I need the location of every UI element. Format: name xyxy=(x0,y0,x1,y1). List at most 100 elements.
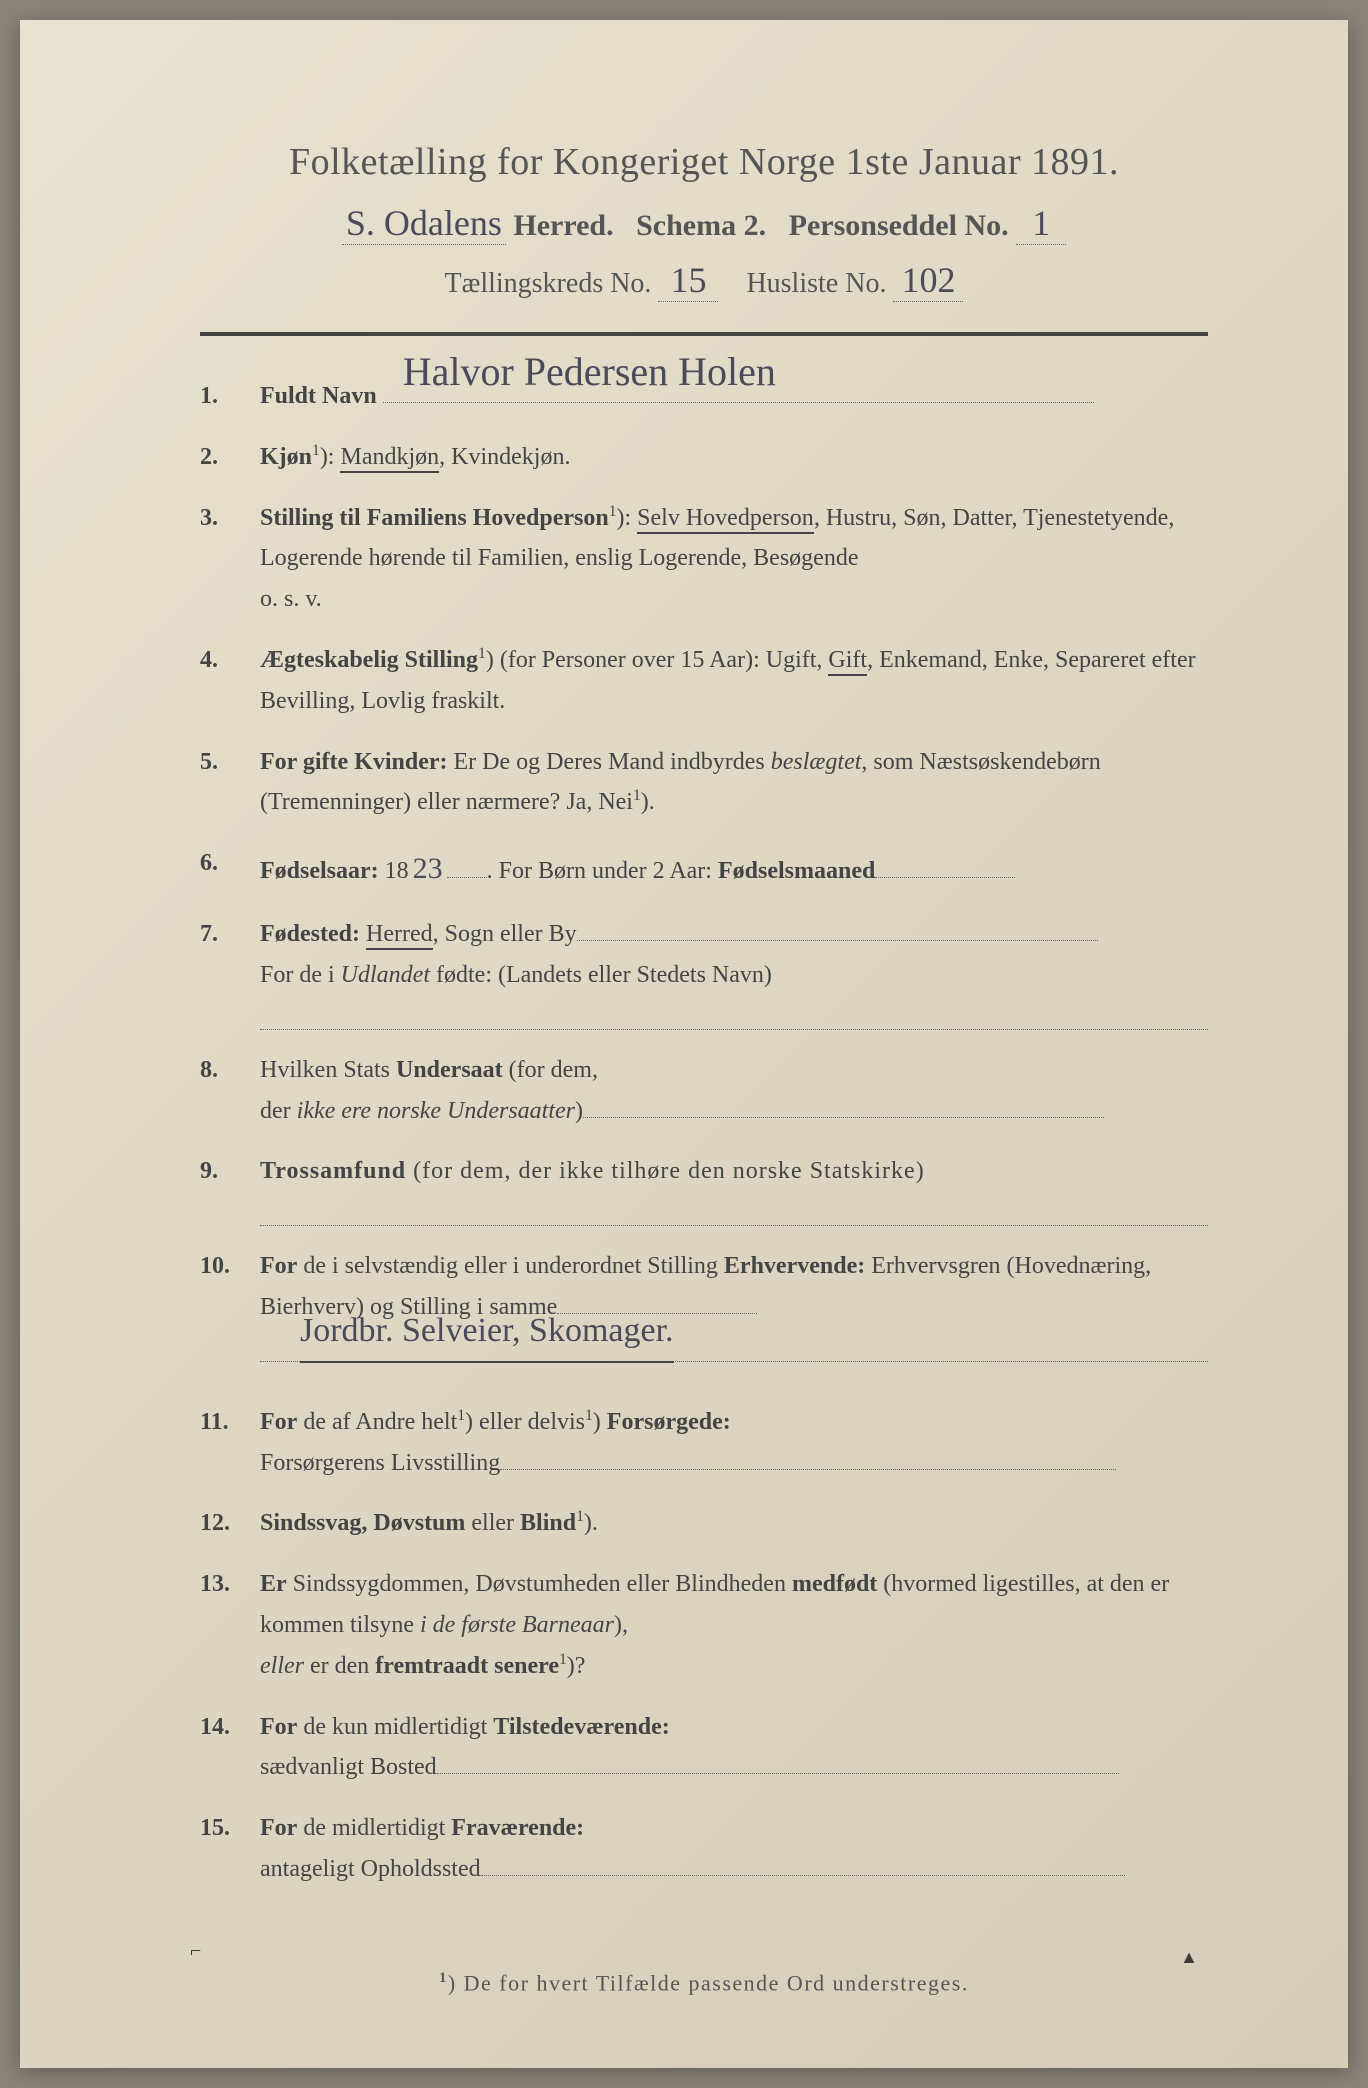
item-14-line2: sædvanligt Bosted xyxy=(260,1754,437,1780)
item-15: 15. For de midlertidigt Fraværende: anta… xyxy=(200,1808,1208,1890)
personseddel-value: 1 xyxy=(1016,202,1066,245)
item-8-line2-post: ) xyxy=(575,1098,583,1124)
item-1-value-line: Halvor Pedersen Holen xyxy=(383,402,1094,403)
footnote-sup: 1 xyxy=(439,1970,448,1986)
item-2-sup: 1 xyxy=(312,442,320,459)
item-13-text3: ), xyxy=(614,1612,628,1638)
schema-label: Schema 2. xyxy=(636,209,766,242)
item-14-label-pre: For xyxy=(260,1714,297,1740)
husliste-value: 102 xyxy=(893,259,963,302)
item-2-body: Kjøn1): Mandkjøn, Kvindekjøn. xyxy=(260,437,1208,478)
item-11-text1: de af Andre helt xyxy=(297,1409,457,1435)
item-4-num: 4. xyxy=(200,640,260,722)
item-11: 11. For de af Andre helt1) eller delvis1… xyxy=(200,1402,1208,1484)
item-12-label2: Blind xyxy=(520,1510,576,1536)
item-11-body: For de af Andre helt1) eller delvis1) Fo… xyxy=(260,1402,1208,1484)
item-13-sup: 1 xyxy=(559,1651,567,1668)
corner-mark-left: ⌐ xyxy=(190,1940,201,1963)
item-4-paren: (for Personer over 15 Aar): xyxy=(494,647,766,673)
item-10-label2: Erhvervende: xyxy=(724,1253,865,1279)
item-7-line2-italic: Udlandet xyxy=(341,962,430,988)
item-8-text1: Hvilken Stats xyxy=(260,1057,396,1083)
item-3-label: Stilling til Familiens Hovedperson xyxy=(260,505,609,531)
item-1: 1. Fuldt Navn Halvor Pedersen Holen xyxy=(200,376,1208,417)
item-12-num: 12. xyxy=(200,1503,260,1544)
item-7-body: Fødested: Herred, Sogn eller By For de i… xyxy=(260,914,1208,1030)
item-11-text3: ) xyxy=(593,1409,607,1435)
item-10-label-pre: For xyxy=(260,1253,297,1279)
personseddel-label: Personseddel No. xyxy=(789,209,1009,242)
item-14-label2: Tilstedeværende: xyxy=(493,1714,669,1740)
item-3-text1: Selv Hovedperson xyxy=(637,505,814,534)
form-header: Folketælling for Kongeriget Norge 1ste J… xyxy=(200,140,1208,302)
item-10-value-line: Jordbr. Selveier, Skomager. xyxy=(260,1332,1208,1362)
item-15-line2-wrap: antageligt Opholdssted xyxy=(260,1849,1208,1890)
item-5-body: For gifte Kvinder: Er De og Deres Mand i… xyxy=(260,742,1208,824)
sub-title-line2: Tællingskreds No. 15 Husliste No. 102 xyxy=(200,259,1208,302)
item-6: 6. Fødselsaar: 1823. For Børn under 2 Aa… xyxy=(200,843,1208,894)
item-13-italic1: i de første Barneaar xyxy=(420,1612,614,1638)
item-14-body: For de kun midlertidigt Tilstedeværende:… xyxy=(260,1707,1208,1789)
item-3-body: Stilling til Familiens Hovedperson1): Se… xyxy=(260,498,1208,620)
item-8-line2-italic: ikke ere norske Undersaatter xyxy=(297,1098,575,1124)
item-11-label2: Forsørgede: xyxy=(607,1409,731,1435)
item-3: 3. Stilling til Familiens Hovedperson1):… xyxy=(200,498,1208,620)
item-15-text: de midlertidigt xyxy=(297,1815,451,1841)
item-8-line2-pre: der xyxy=(260,1098,297,1124)
item-13-bold1: medfødt xyxy=(792,1571,877,1597)
item-7-line2b: fødte: (Landets eller Stedets Navn) xyxy=(430,962,772,988)
item-10-num: 10. xyxy=(200,1246,260,1362)
item-15-label-pre: For xyxy=(260,1815,297,1841)
footnote: 1) De for hvert Tilfælde passende Ord un… xyxy=(200,1970,1208,1996)
item-8-label: Undersaat xyxy=(396,1057,503,1083)
main-title: Folketælling for Kongeriget Norge 1ste J… xyxy=(200,140,1208,184)
item-13-line3-bold: fremtraadt senere xyxy=(375,1653,559,1679)
item-4-opt-sel: Gift xyxy=(828,647,867,676)
item-4: 4. Ægteskabelig Stilling1) (for Personer… xyxy=(200,640,1208,722)
item-1-num: 1. xyxy=(200,376,260,417)
item-6-year-prefix: 18 xyxy=(379,858,409,884)
item-11-line2-wrap: Forsørgerens Livsstilling xyxy=(260,1443,1208,1484)
item-8-line2: der ikke ere norske Undersaatter) xyxy=(260,1091,1208,1132)
item-7-text: , Sogn eller By xyxy=(433,921,577,947)
item-3-text3: o. s. v. xyxy=(260,579,1208,620)
herred-value: S. Odalens xyxy=(342,202,506,245)
corner-mark-right: ▲ xyxy=(1180,1947,1198,1968)
kreds-label: Tællingskreds No. xyxy=(445,268,652,299)
item-13-line3-italic: eller xyxy=(260,1653,304,1679)
item-1-body: Fuldt Navn Halvor Pedersen Holen xyxy=(260,376,1208,417)
item-13-text1: Sindssygdommen, Døvstumheden eller Blind… xyxy=(287,1571,792,1597)
item-13-body: Er Sindssygdommen, Døvstumheden eller Bl… xyxy=(260,1564,1208,1686)
item-2-opt1: Mandkjøn xyxy=(340,444,439,473)
census-form-page: Folketælling for Kongeriget Norge 1ste J… xyxy=(20,20,1348,2068)
item-11-sup1: 1 xyxy=(457,1407,465,1424)
item-12-end: ). xyxy=(584,1510,598,1536)
item-7-label: Fødested: xyxy=(260,921,360,947)
footnote-text: ) De for hvert Tilfælde passende Ord und… xyxy=(448,1970,969,1995)
item-9: 9. Trossamfund (for dem, der ikke tilhør… xyxy=(200,1151,1208,1226)
item-9-body: Trossamfund (for dem, der ikke tilhøre d… xyxy=(260,1151,1208,1226)
item-14-line2-wrap: sædvanligt Bosted xyxy=(260,1747,1208,1788)
item-11-sup2: 1 xyxy=(585,1407,593,1424)
item-6-num: 6. xyxy=(200,843,260,894)
item-10-body: For de i selvstændig eller i underordnet… xyxy=(260,1246,1208,1362)
item-12-label: Sindssvag, Døvstum xyxy=(260,1510,465,1536)
item-7: 7. Fødested: Herred, Sogn eller By For d… xyxy=(200,914,1208,1030)
item-11-label-pre: For xyxy=(260,1409,297,1435)
item-10-text1: de i selvstændig eller i underordnet Sti… xyxy=(297,1253,724,1279)
item-7-line2: For de i Udlandet fødte: (Landets eller … xyxy=(260,955,1208,996)
item-4-opts-pre: Ugift, xyxy=(766,647,829,673)
item-9-text: (for dem, der ikke tilhøre den norske St… xyxy=(406,1158,925,1184)
item-8: 8. Hvilken Stats Undersaat (for dem, der… xyxy=(200,1050,1208,1132)
item-5-italic: beslægtet xyxy=(771,749,862,775)
item-2: 2. Kjøn1): Mandkjøn, Kvindekjøn. xyxy=(200,437,1208,478)
item-10-value: Jordbr. Selveier, Skomager. xyxy=(300,1302,674,1363)
item-6-text2: . For Børn under 2 Aar: xyxy=(487,858,718,884)
item-6-year-value: 23 xyxy=(409,843,447,894)
item-7-opt1: Herred xyxy=(366,921,433,950)
item-2-num: 2. xyxy=(200,437,260,478)
kreds-value: 15 xyxy=(658,259,718,302)
item-10: 10. For de i selvstændig eller i underor… xyxy=(200,1246,1208,1362)
item-13-end: )? xyxy=(567,1653,586,1679)
item-11-line2: Forsørgerens Livsstilling xyxy=(260,1450,500,1476)
